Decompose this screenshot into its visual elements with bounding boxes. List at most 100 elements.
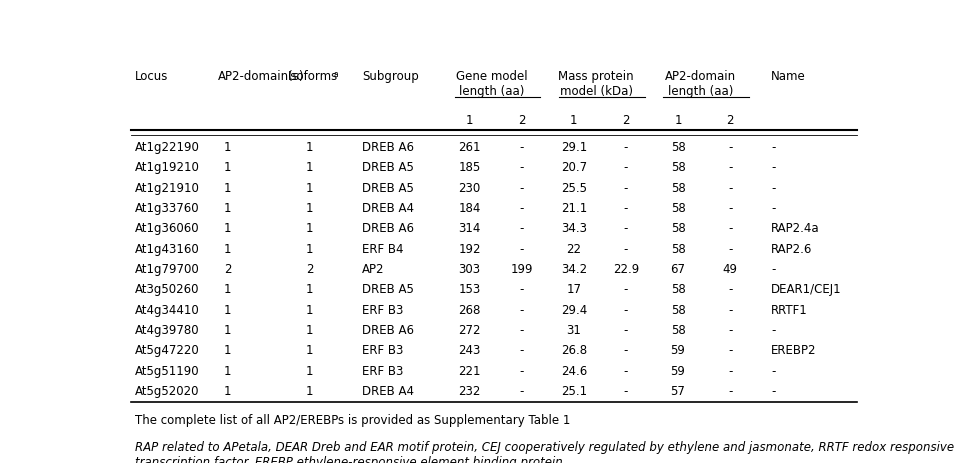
Text: RAP related to APetala, DEAR Dreb and EAR motif protein, CEJ cooperatively regul: RAP related to APetala, DEAR Dreb and EA… bbox=[134, 441, 954, 463]
Text: 1: 1 bbox=[224, 202, 231, 215]
Text: 58: 58 bbox=[671, 283, 685, 296]
Text: 59: 59 bbox=[671, 365, 685, 378]
Text: -: - bbox=[728, 202, 732, 215]
Text: 1: 1 bbox=[306, 304, 314, 317]
Text: -: - bbox=[624, 162, 628, 175]
Text: DREB A6: DREB A6 bbox=[362, 141, 414, 154]
Text: -: - bbox=[519, 162, 524, 175]
Text: 17: 17 bbox=[566, 283, 582, 296]
Text: 1: 1 bbox=[224, 324, 231, 337]
Text: 59: 59 bbox=[671, 344, 685, 357]
Text: -: - bbox=[624, 222, 628, 235]
Text: -: - bbox=[624, 365, 628, 378]
Text: DREB A6: DREB A6 bbox=[362, 222, 414, 235]
Text: 49: 49 bbox=[723, 263, 737, 276]
Text: At4g34410: At4g34410 bbox=[134, 304, 200, 317]
Text: -: - bbox=[519, 324, 524, 337]
Text: -: - bbox=[771, 385, 776, 398]
Text: The complete list of all AP2/EREBPs is provided as Supplementary Table 1: The complete list of all AP2/EREBPs is p… bbox=[134, 414, 570, 427]
Text: ERF B3: ERF B3 bbox=[362, 304, 403, 317]
Text: 2: 2 bbox=[518, 114, 525, 127]
Text: 29.1: 29.1 bbox=[561, 141, 587, 154]
Text: 1: 1 bbox=[306, 162, 314, 175]
Text: At5g52020: At5g52020 bbox=[134, 385, 200, 398]
Text: 192: 192 bbox=[459, 243, 481, 256]
Text: -: - bbox=[624, 243, 628, 256]
Text: -: - bbox=[624, 141, 628, 154]
Text: 261: 261 bbox=[459, 141, 481, 154]
Text: 1: 1 bbox=[306, 283, 314, 296]
Text: -: - bbox=[771, 365, 776, 378]
Text: 1: 1 bbox=[224, 162, 231, 175]
Text: Locus: Locus bbox=[134, 70, 168, 83]
Text: At4g39780: At4g39780 bbox=[134, 324, 200, 337]
Text: -: - bbox=[728, 365, 732, 378]
Text: DREB A4: DREB A4 bbox=[362, 202, 414, 215]
Text: -: - bbox=[728, 385, 732, 398]
Text: 184: 184 bbox=[459, 202, 481, 215]
Text: Gene model
length (aa): Gene model length (aa) bbox=[456, 70, 528, 98]
Text: 1: 1 bbox=[306, 385, 314, 398]
Text: -: - bbox=[728, 324, 732, 337]
Text: -: - bbox=[624, 385, 628, 398]
Text: 58: 58 bbox=[671, 202, 685, 215]
Text: 22.9: 22.9 bbox=[612, 263, 639, 276]
Text: 58: 58 bbox=[671, 162, 685, 175]
Text: At1g19210: At1g19210 bbox=[134, 162, 200, 175]
Text: At1g79700: At1g79700 bbox=[134, 263, 200, 276]
Text: ERF B3: ERF B3 bbox=[362, 344, 403, 357]
Text: 2: 2 bbox=[306, 263, 314, 276]
Text: -: - bbox=[728, 162, 732, 175]
Text: -: - bbox=[624, 202, 628, 215]
Text: At1g21910: At1g21910 bbox=[134, 182, 200, 195]
Text: -: - bbox=[728, 182, 732, 195]
Text: 1: 1 bbox=[674, 114, 682, 127]
Text: 1: 1 bbox=[306, 222, 314, 235]
Text: 1: 1 bbox=[224, 344, 231, 357]
Text: Name: Name bbox=[771, 70, 805, 83]
Text: 272: 272 bbox=[459, 324, 481, 337]
Text: 1: 1 bbox=[466, 114, 473, 127]
Text: -: - bbox=[771, 182, 776, 195]
Text: 1: 1 bbox=[306, 324, 314, 337]
Text: 1: 1 bbox=[306, 344, 314, 357]
Text: 268: 268 bbox=[459, 304, 481, 317]
Text: 221: 221 bbox=[459, 365, 481, 378]
Text: At1g33760: At1g33760 bbox=[134, 202, 200, 215]
Text: -: - bbox=[624, 344, 628, 357]
Text: DREB A4: DREB A4 bbox=[362, 385, 414, 398]
Text: -: - bbox=[624, 324, 628, 337]
Text: 199: 199 bbox=[511, 263, 533, 276]
Text: 1: 1 bbox=[306, 182, 314, 195]
Text: 31: 31 bbox=[566, 324, 581, 337]
Text: 34.2: 34.2 bbox=[561, 263, 587, 276]
Text: Mass protein
model (kDa): Mass protein model (kDa) bbox=[559, 70, 634, 98]
Text: 230: 230 bbox=[459, 182, 481, 195]
Text: -: - bbox=[728, 222, 732, 235]
Text: 232: 232 bbox=[459, 385, 481, 398]
Text: DREB A5: DREB A5 bbox=[362, 283, 414, 296]
Text: 314: 314 bbox=[459, 222, 481, 235]
Text: 2: 2 bbox=[224, 263, 231, 276]
Text: At1g36060: At1g36060 bbox=[134, 222, 200, 235]
Text: At1g43160: At1g43160 bbox=[134, 243, 200, 256]
Text: -: - bbox=[519, 202, 524, 215]
Text: -: - bbox=[624, 283, 628, 296]
Text: 243: 243 bbox=[459, 344, 481, 357]
Text: 67: 67 bbox=[670, 263, 685, 276]
Text: DEAR1/CEJ1: DEAR1/CEJ1 bbox=[771, 283, 842, 296]
Text: -: - bbox=[728, 283, 732, 296]
Text: -: - bbox=[728, 344, 732, 357]
Text: 153: 153 bbox=[459, 283, 481, 296]
Text: Subgroup: Subgroup bbox=[362, 70, 419, 83]
Text: 25.1: 25.1 bbox=[561, 385, 587, 398]
Text: 58: 58 bbox=[671, 304, 685, 317]
Text: RRTF1: RRTF1 bbox=[771, 304, 807, 317]
Text: -: - bbox=[519, 304, 524, 317]
Text: 1: 1 bbox=[570, 114, 578, 127]
Text: DREB A5: DREB A5 bbox=[362, 162, 414, 175]
Text: 25.5: 25.5 bbox=[561, 182, 587, 195]
Text: EREBP2: EREBP2 bbox=[771, 344, 817, 357]
Text: 1: 1 bbox=[306, 141, 314, 154]
Text: -: - bbox=[519, 182, 524, 195]
